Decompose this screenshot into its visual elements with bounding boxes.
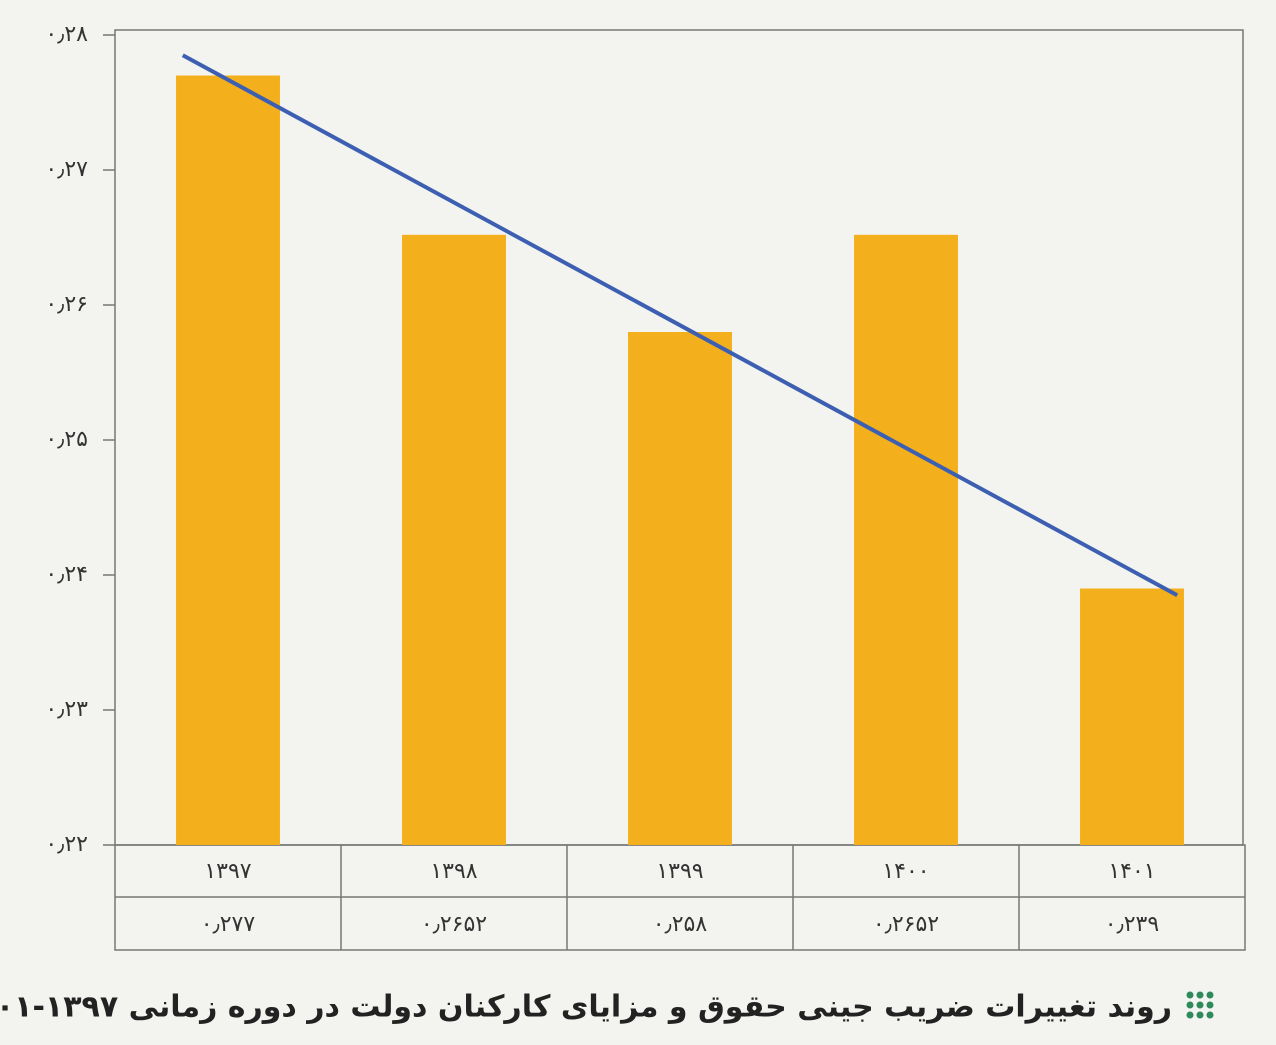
y-tick-label: ۰٫۲۸ [45, 22, 88, 47]
bar [628, 332, 732, 845]
y-tick-label: ۰٫۲۲ [45, 832, 88, 857]
table-year: ۱۳۹۸ [430, 859, 477, 884]
bar [402, 234, 506, 846]
table-year: ۱۳۹۷ [204, 859, 251, 884]
table-year: ۱۳۹۹ [656, 859, 703, 884]
bar [176, 75, 280, 845]
caption-icon [1186, 991, 1214, 1019]
bar [1080, 588, 1184, 845]
table-year: ۱۴۰۱ [1108, 859, 1155, 884]
y-tick-label: ۰٫۲۳ [45, 697, 88, 722]
table-value: ۰٫۲۳۹ [1105, 912, 1159, 937]
table-value: ۰٫۲۶۵۲ [873, 912, 939, 937]
bar [854, 234, 958, 846]
y-tick-label: ۰٫۲۷ [45, 157, 88, 182]
table-value: ۰٫۲۵۸ [653, 912, 708, 937]
y-tick-label: ۰٫۲۶ [45, 292, 88, 317]
y-tick-label: ۰٫۲۵ [45, 427, 88, 452]
trend-line [181, 53, 1179, 598]
table-value: ۰٫۲۷۷ [201, 912, 256, 937]
chart-title: روند تغییرات ضریب جینی حقوق و مزایای کار… [0, 990, 1172, 1025]
table-year: ۱۴۰۰ [882, 859, 929, 884]
table-value: ۰٫۲۶۵۲ [421, 912, 487, 937]
y-tick-label: ۰٫۲۴ [45, 562, 88, 587]
